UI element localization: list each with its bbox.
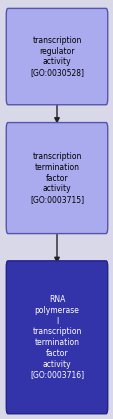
Text: transcription
termination
factor
activity
[GO:0003715]: transcription termination factor activit…	[30, 152, 83, 204]
FancyBboxPatch shape	[6, 8, 107, 105]
Text: transcription
regulator
activity
[GO:0030528]: transcription regulator activity [GO:003…	[30, 36, 83, 77]
FancyBboxPatch shape	[6, 122, 107, 234]
FancyBboxPatch shape	[6, 261, 107, 414]
Text: RNA
polymerase
I
transcription
termination
factor
activity
[GO:0003716]: RNA polymerase I transcription terminati…	[30, 295, 83, 380]
